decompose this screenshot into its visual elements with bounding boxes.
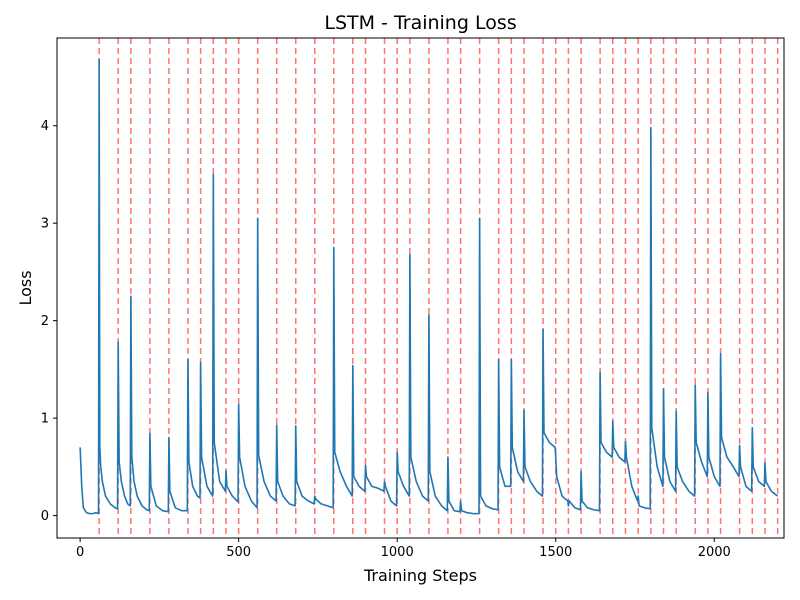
series-group [79, 58, 779, 515]
y-tick-label-1: 1 [41, 412, 49, 427]
y-tick-label-4: 4 [41, 119, 49, 134]
x-tick-label-1: 500 [226, 545, 251, 560]
chart-title: LSTM - Training Loss [324, 12, 516, 34]
series-line-0 [79, 58, 779, 515]
x-tick-label-4: 2000 [698, 545, 731, 560]
x-tick-label-2: 1000 [381, 545, 414, 560]
y-tick-label-0: 0 [41, 509, 49, 524]
x-tick-label-0: 0 [76, 545, 84, 560]
plot-area [57, 38, 784, 538]
y-tick-label-3: 3 [41, 217, 49, 232]
x-axis-label: Training Steps [363, 566, 477, 585]
y-axis-label: Loss [16, 270, 35, 305]
plot-frame [56, 37, 785, 539]
x-tick-label-3: 1500 [539, 545, 572, 560]
vline-group [98, 38, 779, 538]
y-tick-label-2: 2 [41, 314, 49, 329]
tick-group: 0 500 1000 1500 2000 0 1 2 3 4 [41, 119, 731, 560]
